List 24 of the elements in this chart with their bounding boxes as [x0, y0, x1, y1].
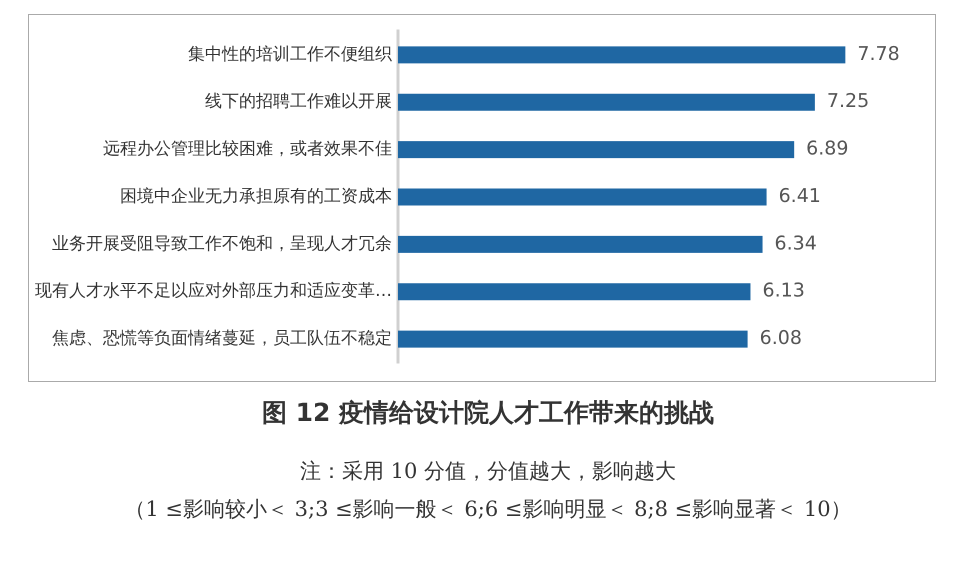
data-label: 6.89: [806, 138, 848, 160]
data-label: 6.34: [774, 232, 817, 254]
y-tick-label: 集中性的培训工作不便组织: [188, 44, 392, 64]
text: （1 ≤影响较小＜ 3;3 ≤影响一般＜ 6;6 ≤影响明显＜ 8;8 ≤影响显著＜ 10）: [123, 496, 853, 523]
data-label: 6.13: [762, 280, 805, 302]
bar: [398, 236, 763, 253]
y-tick-label: 现有人才水平不足以应对外部压力和适应变革…: [35, 281, 392, 302]
bar: [398, 330, 748, 348]
y-tick-label: 线下的招聘工作难以开展: [205, 92, 392, 112]
y-tick-label: 困境中企业无力承担原有的工资成本: [120, 186, 392, 206]
bar: [398, 46, 846, 64]
bar: [398, 188, 767, 206]
y-tick-label: 焦虑、恐慌等负面情绪蔓延，员工队伍不稳定: [52, 328, 392, 349]
data-label: 6.08: [760, 327, 802, 350]
y-tick-label: 业务开展受阻导致工作不饱和，呈现人才冗余: [52, 234, 392, 254]
data-label: 6.41: [778, 184, 821, 207]
data-label: 7.25: [826, 90, 870, 112]
y-tick-label: 远程办公管理比较困难，或者效果不佳: [103, 139, 392, 160]
text: 图 12 疫情给设计院人才工作带来的挑战: [260, 397, 716, 429]
data-label: 7.78: [857, 42, 900, 65]
bar: [398, 141, 794, 158]
bar: [398, 94, 815, 111]
bar: [398, 283, 750, 300]
text: 注：采用 10 分值，分值越大，影响越大: [298, 458, 678, 485]
